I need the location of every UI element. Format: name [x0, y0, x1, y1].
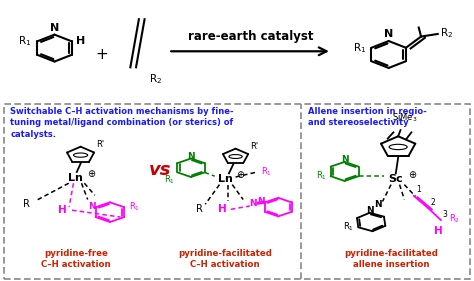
- Text: R$_2$: R$_2$: [449, 212, 460, 225]
- Text: R$_1$: R$_1$: [18, 35, 32, 48]
- Text: R$_1$: R$_1$: [164, 174, 175, 186]
- Text: H: H: [58, 205, 67, 215]
- Text: R: R: [196, 204, 202, 214]
- Text: H: H: [76, 36, 86, 46]
- Text: Switchable C–H activation mechanisms by fine-
tuning metal/ligand combination (o: Switchable C–H activation mechanisms by …: [10, 107, 234, 139]
- Text: SiMe$_3$: SiMe$_3$: [392, 111, 417, 124]
- Text: Sc: Sc: [389, 174, 403, 184]
- Text: 2: 2: [430, 198, 435, 207]
- Text: 1: 1: [417, 185, 421, 194]
- Text: Ln: Ln: [218, 174, 233, 184]
- Text: N: N: [374, 200, 382, 209]
- Text: N: N: [257, 197, 265, 206]
- Text: rare-earth catalyst: rare-earth catalyst: [188, 30, 313, 43]
- Text: R$_1$: R$_1$: [129, 201, 140, 214]
- Text: R$_1$: R$_1$: [354, 41, 367, 55]
- Text: ⊕: ⊕: [236, 170, 245, 180]
- Text: vs: vs: [149, 161, 172, 179]
- Text: N: N: [365, 206, 373, 215]
- Text: N: N: [249, 199, 256, 208]
- Text: R$_1$: R$_1$: [343, 220, 354, 233]
- Text: R$_1$: R$_1$: [261, 165, 272, 178]
- Text: R$_1$: R$_1$: [316, 170, 327, 182]
- Text: pyridine-facilitated
C–H activation: pyridine-facilitated C–H activation: [178, 249, 272, 269]
- Text: ⊕: ⊕: [87, 169, 95, 179]
- Text: pyridine-free
C–H activation: pyridine-free C–H activation: [41, 249, 110, 269]
- Text: R$_2$: R$_2$: [149, 72, 163, 86]
- Text: R: R: [23, 199, 29, 209]
- Text: H: H: [434, 226, 443, 236]
- Text: R': R': [250, 142, 258, 151]
- Text: N: N: [88, 201, 96, 210]
- Text: 3: 3: [443, 210, 447, 219]
- Text: Ln: Ln: [68, 173, 83, 183]
- Text: Allene insertion in regio-
and stereoselectivity: Allene insertion in regio- and stereosel…: [308, 107, 427, 128]
- Text: N: N: [187, 152, 195, 161]
- Text: N: N: [341, 155, 348, 164]
- Text: R$_2$: R$_2$: [440, 26, 453, 40]
- Text: N: N: [384, 29, 393, 39]
- Text: ⊕: ⊕: [408, 170, 417, 180]
- Text: R': R': [96, 140, 104, 149]
- Text: N: N: [50, 23, 59, 33]
- Text: H: H: [219, 204, 227, 214]
- Text: pyridine-facilitated
allene insertion: pyridine-facilitated allene insertion: [344, 249, 438, 269]
- Text: +: +: [96, 47, 108, 62]
